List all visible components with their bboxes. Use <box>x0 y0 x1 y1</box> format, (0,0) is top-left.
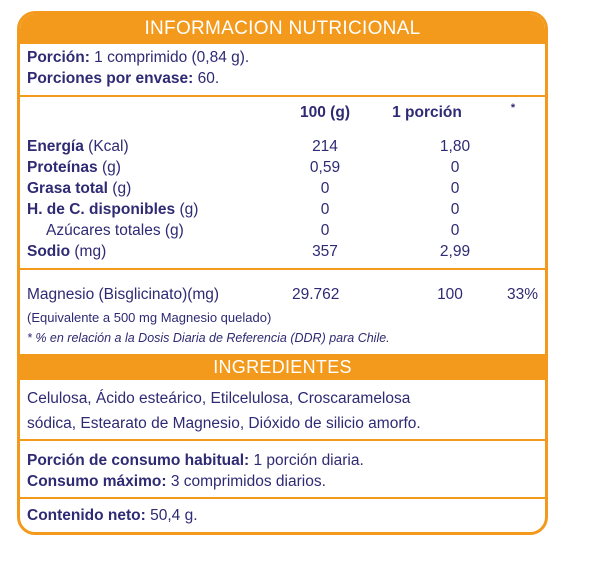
nutrient-name: Proteínas (g) <box>27 159 121 176</box>
nutrient-value-portion: 0 <box>450 180 460 197</box>
nutrient-value-100g: 357 <box>312 243 338 260</box>
divider <box>20 439 545 441</box>
nutrient-value-portion: 0 <box>450 222 460 239</box>
max-consumption-label: Consumo máximo: <box>27 473 167 490</box>
nutrient-name: Energía (Kcal) <box>27 138 129 155</box>
divider <box>20 497 545 499</box>
ingredients-title: INGREDIENTES <box>20 354 545 380</box>
nutrient-name: Sodio (mg) <box>27 243 107 260</box>
portion-line: Porción: 1 comprimido (0,84 g). <box>27 49 249 67</box>
portions-per-container-label: Porciones por envase: <box>27 70 194 87</box>
habitual-consumption-label: Porción de consumo habitual: <box>27 452 250 469</box>
nutrient-value-portion: 1,80 <box>439 138 471 155</box>
net-content-label: Contenido neto: <box>27 507 146 524</box>
habitual-consumption-line: Porción de consumo habitual: 1 porción d… <box>27 452 364 470</box>
ingredients-line-1: Celulosa, Ácido esteárico, Etilcelulosa,… <box>27 390 411 407</box>
max-consumption-value: 3 comprimidos diarios. <box>166 473 326 490</box>
column-header-100g: 100 (g) <box>300 104 350 121</box>
nutrient-name: H. de C. disponibles (g) <box>27 201 199 218</box>
divider <box>20 268 545 270</box>
nutrient-value-100g: 0 <box>320 201 330 218</box>
max-consumption-line: Consumo máximo: 3 comprimidos diarios. <box>27 473 326 491</box>
nutrition-title: INFORMACION NUTRICIONAL <box>20 14 545 44</box>
nutrient-value-100g: 214 <box>312 138 338 155</box>
habitual-consumption-value: 1 porción diaria. <box>249 452 364 469</box>
mineral-value-100g: 29.762 <box>292 286 340 303</box>
nutrient-value-portion: 2,99 <box>439 243 471 260</box>
ingredients-line-2: sódica, Estearato de Magnesio, Dióxido d… <box>27 415 421 432</box>
mineral-value-portion: 100 <box>437 286 463 303</box>
column-header-portion: 1 porción <box>392 104 462 121</box>
nutrient-value-portion: 0 <box>450 159 460 176</box>
nutrient-value-100g: 0 <box>320 180 330 197</box>
nutrient-value-portion: 0 <box>450 201 460 218</box>
portions-per-container-line: Porciones por envase: 60. <box>27 70 219 88</box>
nutrient-value-100g: 0 <box>320 222 330 239</box>
nutrition-label: INFORMACION NUTRICIONAL Porción: 1 compr… <box>17 11 548 535</box>
net-content-line: Contenido neto: 50,4 g. <box>27 507 198 525</box>
portion-label: Porción: <box>27 49 90 66</box>
nutrient-name: Grasa total (g) <box>27 180 132 197</box>
divider <box>20 95 545 97</box>
ddr-footnote: * % en relación a la Dosis Diaria de Ref… <box>27 331 390 345</box>
portion-value: 1 comprimido (0,84 g). <box>89 49 250 66</box>
mineral-name: Magnesio (Bisglicinato)(mg) <box>27 286 220 303</box>
column-header-ddr: * <box>510 102 516 114</box>
mineral-ddr: 33% <box>506 286 538 303</box>
nutrient-name: Azúcares totales (g) <box>46 222 184 239</box>
mineral-equivalent: (Equivalente a 500 mg Magnesio quelado) <box>27 310 272 325</box>
nutrient-value-100g: 0,59 <box>309 159 341 176</box>
portions-per-container-value: 60. <box>193 70 220 87</box>
net-content-value: 50,4 g. <box>145 507 198 524</box>
